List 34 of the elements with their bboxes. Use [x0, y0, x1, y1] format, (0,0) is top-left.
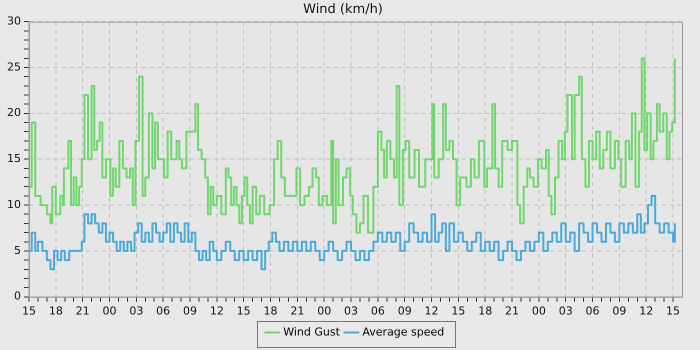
legend-label: Average speed [362, 325, 444, 338]
x-tick-label: 00 [317, 304, 332, 318]
y-tick-label: 20 [6, 106, 21, 120]
legend-label: Wind Gust [283, 325, 341, 338]
x-tick-label: 03 [344, 304, 358, 318]
x-tick-label: 15 [666, 304, 680, 318]
y-tick-label: 5 [14, 244, 21, 257]
x-tick-label: 21 [290, 304, 304, 318]
x-tick-label: 15 [451, 304, 466, 318]
y-tick-label: 15 [6, 152, 21, 166]
x-tick-label: 18 [264, 304, 278, 318]
x-tick-label: 00 [532, 304, 546, 318]
x-tick-label: 09 [398, 304, 412, 318]
x-tick-label: 18 [48, 304, 63, 318]
x-tick-label: 06 [370, 304, 385, 318]
x-tick-label: 06 [586, 304, 600, 318]
x-tick-label: 18 [478, 304, 492, 318]
x-tick-label: 03 [558, 304, 573, 318]
x-tick-label: 12 [210, 304, 224, 318]
x-tick-label: 03 [129, 304, 144, 318]
x-tick-label: 21 [76, 304, 90, 318]
y-tick-label: 25 [6, 60, 21, 74]
x-tick-label: 15 [236, 304, 251, 318]
x-tick-label: 09 [612, 304, 626, 318]
x-tick-label: 06 [156, 304, 170, 318]
x-tick-label: 21 [505, 304, 520, 318]
x-tick-label: 00 [102, 304, 117, 318]
x-tick-label: 09 [183, 304, 198, 318]
y-tick-label: 30 [6, 14, 21, 28]
y-tick-label: 0 [14, 290, 21, 303]
x-tick-label: 12 [424, 304, 439, 318]
chart-title: Wind (km/h) [303, 2, 383, 18]
x-tick-label: 12 [639, 304, 654, 318]
y-tick-label: 10 [6, 198, 21, 211]
